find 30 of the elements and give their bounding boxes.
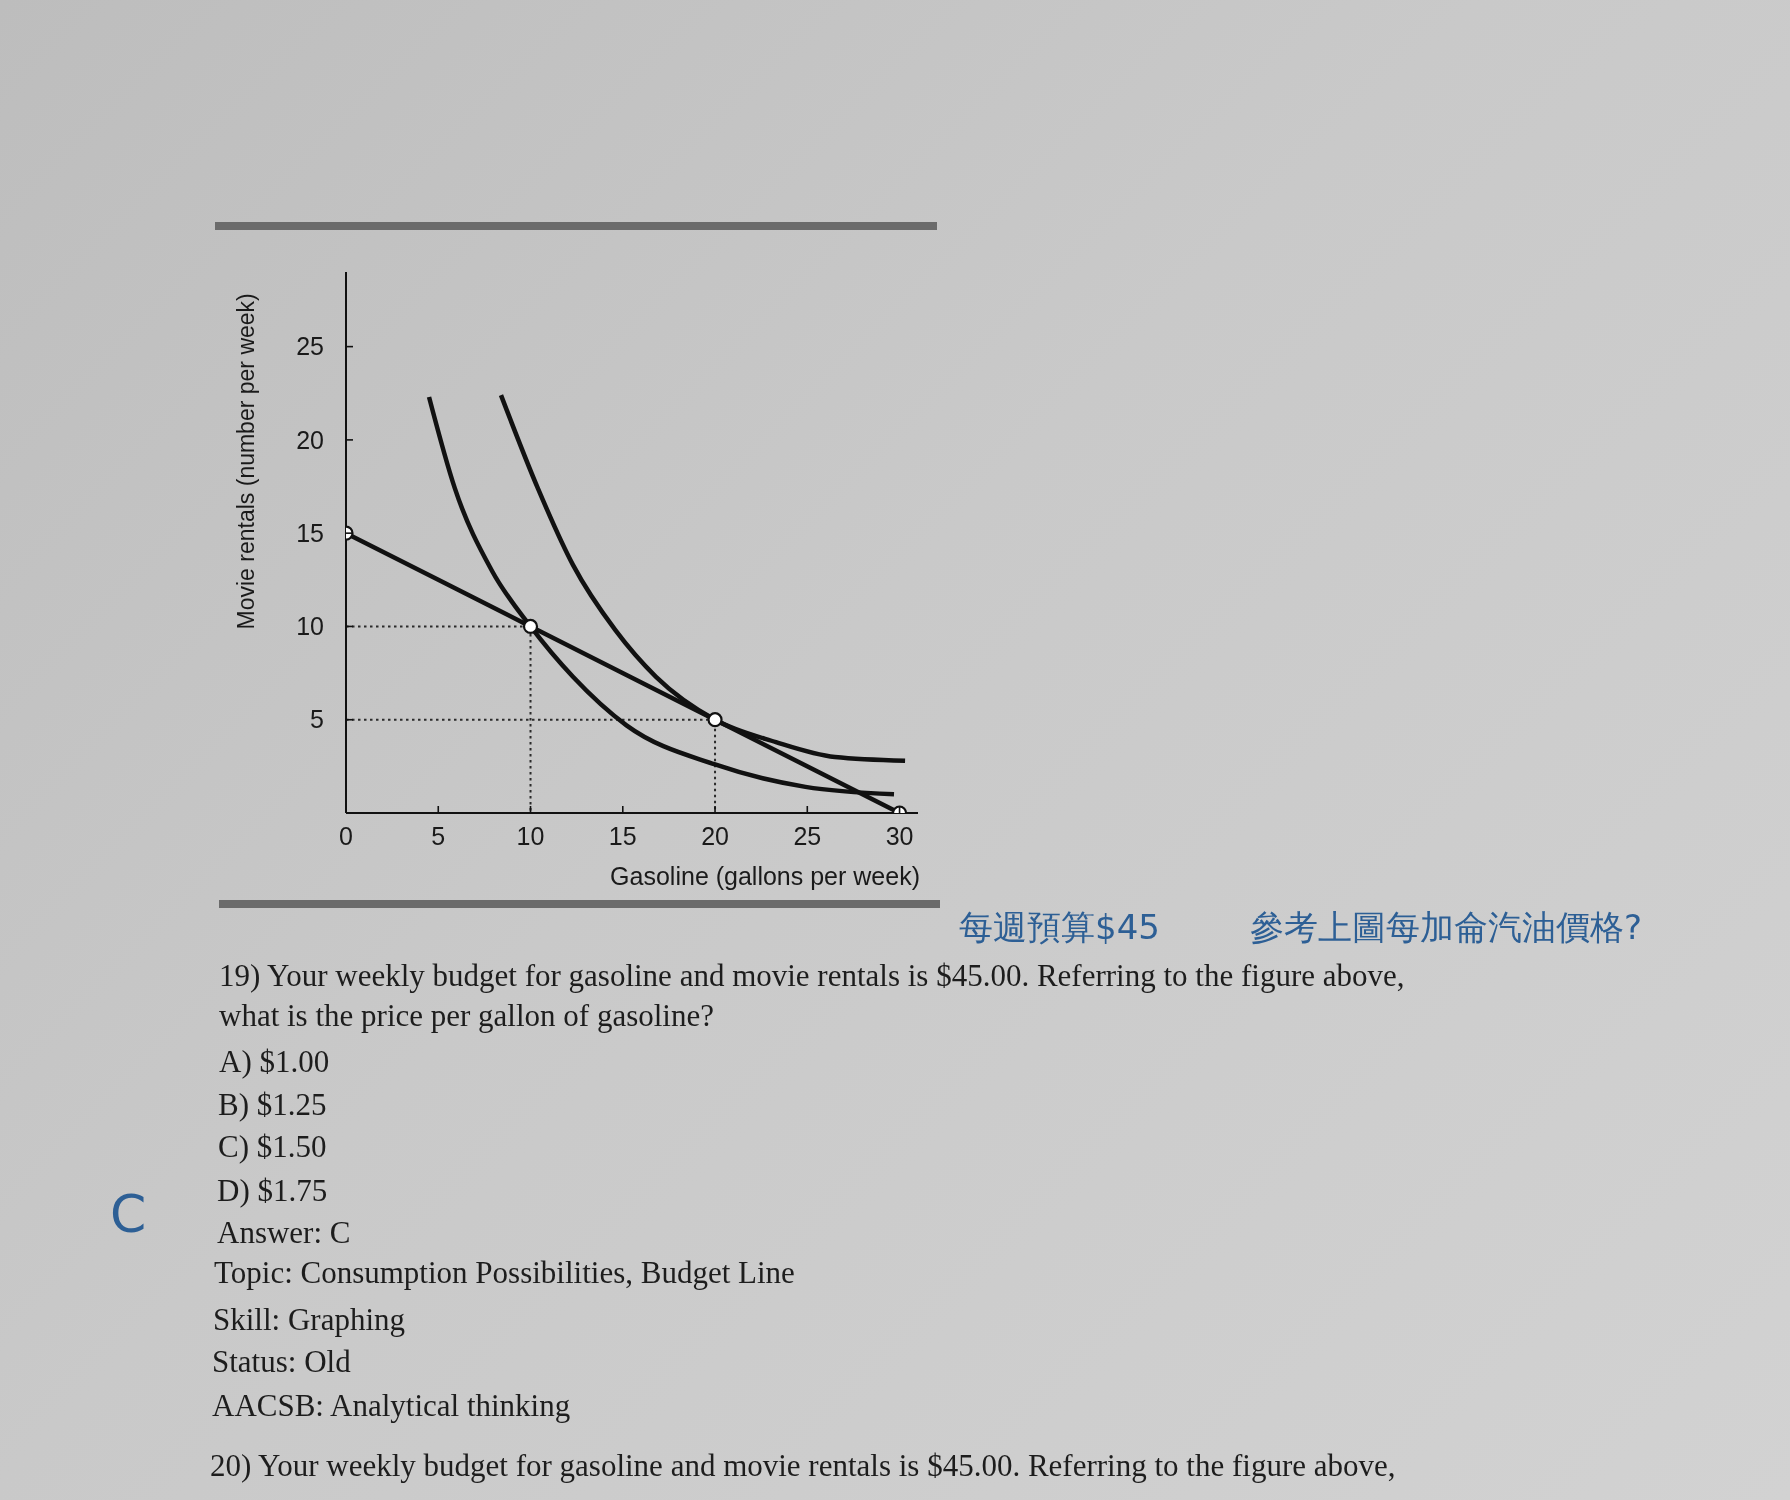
point <box>707 712 723 728</box>
x-tick-label: 25 <box>793 822 822 850</box>
text: D) $1.75 <box>217 1172 328 1210</box>
y-tick-label: 15 <box>296 518 324 547</box>
text: 參考上圖每加侖汽油價格? <box>1250 907 1643 948</box>
x-tick-label: 0 <box>339 822 353 850</box>
y-tick-label: 5 <box>310 705 324 734</box>
y-tick-label: 25 <box>296 332 324 361</box>
text: 19) Your weekly budget for gasoline and movie rentals is $45.00. Referring to the figure above, what is the price per gallon of gasoline? <box>219 957 1406 1035</box>
x-tick-label: 30 <box>885 822 914 850</box>
x-tick-label: 15 <box>608 822 637 850</box>
x-tick-label: 5 <box>431 822 446 850</box>
text: A) $1.00 <box>219 1043 330 1081</box>
text: 20) Your weekly budget for gasoline and movie rentals is $45.00. Referring to the figure above, <box>210 1447 1397 1485</box>
y-axis-title: Movie rentals (number per week) <box>233 293 260 630</box>
x-tick-label: 20 <box>701 822 729 850</box>
text: C <box>110 1184 147 1245</box>
text: Topic: Consumption Possibilities, Budget Line <box>214 1254 795 1292</box>
text: Answer: C <box>217 1214 351 1252</box>
text: AACSB: Analytical thinking <box>212 1387 571 1425</box>
x-axis-title: Gasoline (gallons per week) <box>610 861 920 890</box>
y-tick-label: 10 <box>296 612 324 641</box>
text: C) $1.50 <box>218 1128 327 1166</box>
text: 每週預算$45 <box>959 907 1160 948</box>
text: B) $1.25 <box>218 1086 327 1124</box>
text: Skill: Graphing <box>213 1301 406 1339</box>
y-tick-label: 20 <box>296 425 324 454</box>
x-tick-label: 10 <box>516 822 545 850</box>
text: Status: Old <box>212 1343 351 1381</box>
point <box>522 618 539 635</box>
